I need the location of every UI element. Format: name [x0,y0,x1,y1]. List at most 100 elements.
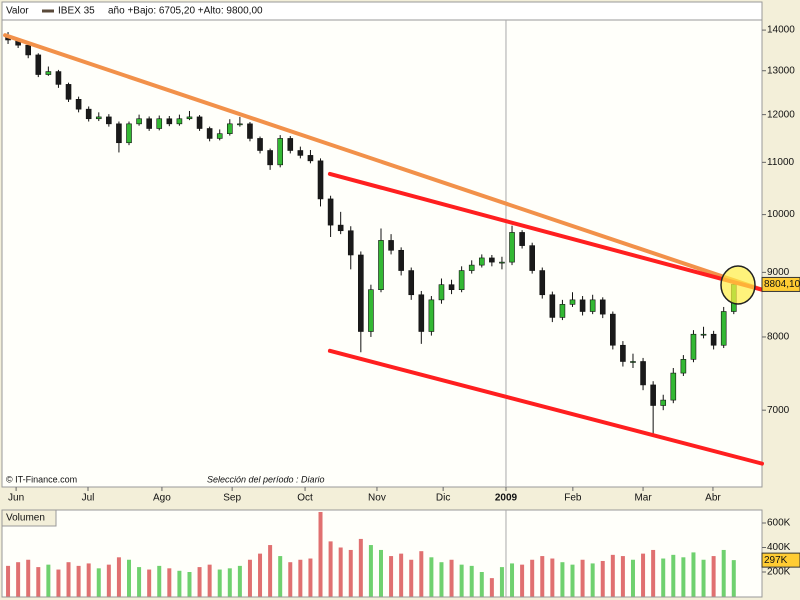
last-value-label: 297K [764,555,788,566]
volume-bar [318,511,323,597]
candle-body [468,264,475,271]
candle-body [146,118,152,129]
volume-bar [661,558,666,597]
x-tick-label: Dic [436,493,450,504]
candle-body [569,299,576,305]
candle-body [650,384,656,406]
volume-bar [630,559,635,597]
volume-bar [187,572,192,597]
candle-body [418,294,425,332]
volume-bar [298,559,303,597]
candle-body [85,108,92,120]
volume-bar [651,549,656,597]
x-tick-label: Nov [368,493,386,504]
volume-bar [278,556,283,597]
candle-body [640,361,646,386]
x-tick-label: Sep [223,493,241,504]
highlight-circle [720,265,756,305]
candle-body [226,123,233,134]
volume-bar [308,558,313,597]
candle-body [126,123,132,144]
y-tick-label: 400K [767,542,791,553]
candle-body [660,399,667,406]
candle-body [317,160,324,200]
candle-body [35,54,42,75]
candle-body [478,257,485,266]
candle-body [25,44,32,56]
legend-label: IBEX 35 [58,6,95,17]
volume-bar [701,559,706,597]
candle-body [277,138,283,166]
candle-body [247,123,253,139]
candle-body [206,128,213,139]
volume-bar [681,557,686,597]
volume-bar [157,565,162,597]
volume-bar [258,553,263,597]
last-value-label: 8804,10 [764,279,800,290]
volume-bar [237,565,242,597]
candle-body [489,257,495,263]
volume-bar [378,549,383,597]
volume-label-box [1,509,57,527]
trend-line [327,171,764,292]
volume-bar [389,556,394,597]
x-tick-label: 2009 [495,493,518,504]
volume-bar [520,564,525,597]
volume-bar [16,562,21,597]
volume-bar [610,554,615,597]
candle-body [509,232,515,263]
marks: 7000 8000 9000 10000 11000 12000 13000 14000 200… [3,20,795,597]
volume-bar [197,567,202,597]
overlay: 8804,10 297K [761,276,800,568]
last-value-box [761,552,800,568]
candle-body [549,294,556,318]
y-tick-label: 7000 [767,405,790,416]
volume-bar [691,552,696,597]
candle-body [700,333,707,336]
volume-bar [137,567,142,597]
candle-body [136,118,142,125]
candle-body [620,344,626,362]
volume-bar [570,564,575,597]
volume-bar [641,553,646,597]
volume-bar [288,562,293,597]
volume-bar [540,556,545,597]
volume-bar [358,538,363,597]
volume-bar [419,551,424,597]
volume-bar [66,562,71,597]
candle-body [287,138,294,151]
candle-body [116,123,122,144]
volume-bar [479,572,484,597]
candle-body [347,230,354,256]
volume-bar [439,562,444,597]
volume-bar [510,563,515,597]
y-tick-label: 8000 [767,332,790,343]
volume-bar [348,549,353,597]
candle-body [45,71,52,75]
volume-bar [46,564,51,597]
volume-bar [116,557,121,597]
y-tick-label: 200K [767,567,791,578]
price-label: Valor [6,6,29,17]
candle-body [499,261,505,264]
volume-bar [328,541,333,597]
volume-bar [338,547,343,597]
volume-bar [449,559,454,597]
trend-line [3,33,764,292]
trend-line [327,348,764,466]
volume-bar [36,567,41,597]
candle-body [720,311,727,346]
candle-body [680,359,687,374]
candle-body [529,245,535,271]
candle-body [670,372,677,401]
volume-bar [590,563,595,597]
volume-bar [530,559,535,597]
y-tick-label: 11000 [767,157,795,168]
volume-bar [167,568,172,597]
candle-body [337,224,344,232]
x-tick-label: Feb [564,493,582,504]
volume-bar [560,562,565,597]
volume-bar [671,554,676,597]
volume-bar [227,568,232,597]
